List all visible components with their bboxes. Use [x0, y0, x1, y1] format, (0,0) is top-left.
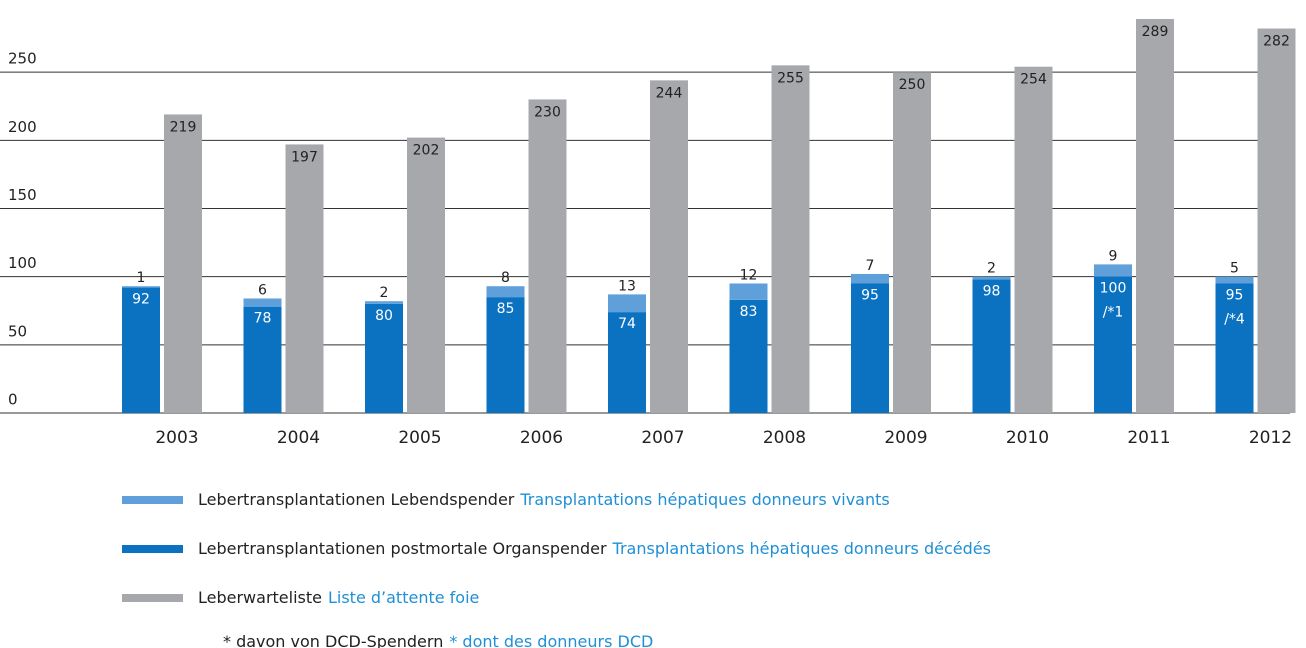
legend-entry: Lebertransplantationen postmortale Organ… — [198, 539, 991, 558]
legend-entry: Lebertransplantationen Lebendspender Tran… — [198, 490, 890, 509]
x-tick-label: 2004 — [277, 428, 320, 448]
x-tick-label: 2006 — [520, 428, 563, 448]
x-tick-label: 2011 — [1127, 428, 1170, 448]
footnote-de: * davon von DCD-Spendern — [223, 632, 443, 648]
value-label: 250 — [899, 77, 926, 93]
bar-segment — [1094, 264, 1132, 277]
value-annotation: /*1 — [1103, 305, 1124, 321]
value-label: 2 — [380, 285, 389, 301]
value-label: 254 — [1020, 72, 1047, 88]
y-tick-label: 200 — [8, 118, 37, 136]
bar-segment — [1215, 283, 1254, 413]
x-tick-label: 2005 — [398, 428, 441, 448]
x-tick-label: 2012 — [1249, 428, 1292, 448]
footnote: * davon von DCD-Spendern * dont des donne… — [223, 632, 653, 648]
value-label: 7 — [866, 258, 875, 274]
legend-swatch — [122, 545, 183, 553]
legend-name: Lebertransplantationen Lebendspender — [198, 490, 515, 509]
bar — [528, 99, 567, 413]
legend-name: Lebertransplantationen postmortale Organ… — [198, 539, 607, 558]
value-label: 100 — [1100, 281, 1127, 297]
x-tick-label: 2003 — [155, 428, 198, 448]
bar — [771, 65, 810, 413]
legend-entry: Leberwarteliste Liste d’attente foie — [198, 588, 479, 607]
value-label: 5 — [1230, 261, 1239, 277]
value-label: 78 — [254, 311, 272, 327]
bar-segment — [729, 299, 768, 413]
value-label: 92 — [132, 292, 150, 308]
value-label: 80 — [375, 308, 393, 324]
bar — [164, 114, 202, 414]
value-label: 95 — [1226, 287, 1244, 303]
bar — [1257, 28, 1296, 413]
y-tick-label: 0 — [8, 391, 18, 409]
bar-segment — [851, 283, 889, 413]
legend-name-fr: Liste d’attente foie — [328, 588, 479, 607]
value-label: 282 — [1263, 34, 1290, 50]
x-tick-label: 2008 — [763, 428, 806, 448]
value-label: 289 — [1142, 24, 1169, 40]
value-label: 244 — [656, 85, 683, 101]
value-label: 255 — [777, 70, 804, 86]
bar-segment — [1094, 276, 1132, 413]
legend-name-fr: Transplantations hépatiques donneurs déc… — [612, 539, 991, 558]
bar-segment — [486, 286, 525, 298]
value-label: 230 — [534, 104, 561, 120]
legend-swatch — [122, 496, 183, 504]
value-label: 9 — [1109, 248, 1118, 264]
bar-segment — [365, 301, 403, 304]
bar-segment — [729, 283, 768, 300]
bar-segment — [243, 298, 282, 307]
bar-segment — [851, 273, 889, 284]
bar-segment — [365, 303, 403, 413]
value-label: 1 — [137, 270, 146, 286]
bar-segment — [486, 297, 525, 413]
bar — [1014, 66, 1053, 414]
x-tick-label: 2009 — [884, 428, 927, 448]
legend-name-fr: Transplantations hépatiques donneurs viv… — [519, 490, 889, 509]
value-label: 74 — [618, 316, 636, 332]
value-label: 98 — [983, 283, 1001, 299]
bar — [650, 80, 688, 413]
bar-segment — [608, 312, 646, 413]
value-label: 197 — [291, 149, 318, 165]
legend-swatch — [122, 594, 183, 602]
y-tick-label: 250 — [8, 50, 37, 68]
value-label: 219 — [170, 119, 197, 135]
bar-segment — [972, 279, 1011, 413]
value-label: 8 — [501, 270, 510, 286]
value-label: 12 — [740, 267, 758, 283]
value-label: 83 — [740, 304, 758, 320]
bar-segment — [608, 294, 646, 313]
bar — [407, 137, 445, 413]
y-tick-label: 50 — [8, 322, 27, 340]
x-tick-label: 2007 — [641, 428, 684, 448]
value-label: 6 — [258, 282, 267, 298]
value-label: 202 — [413, 143, 440, 159]
bar-segment — [122, 286, 160, 288]
value-label: 2 — [987, 261, 996, 277]
legend-name: Leberwarteliste — [198, 588, 322, 607]
y-tick-label: 150 — [8, 186, 37, 204]
bar — [893, 72, 931, 414]
bar-segment — [972, 276, 1011, 280]
bar-segment — [1215, 276, 1254, 284]
bar-segment — [243, 306, 282, 413]
value-label: 95 — [861, 287, 879, 303]
y-tick-label: 100 — [8, 254, 37, 272]
footnote-fr: * dont des donneurs DCD — [449, 632, 653, 648]
x-tick-label: 2010 — [1006, 428, 1049, 448]
value-annotation: /*4 — [1224, 311, 1245, 327]
bar-segment — [122, 287, 160, 413]
bar — [285, 144, 324, 413]
value-label: 13 — [618, 278, 636, 294]
bar — [1136, 18, 1174, 413]
value-label: 85 — [497, 301, 515, 317]
